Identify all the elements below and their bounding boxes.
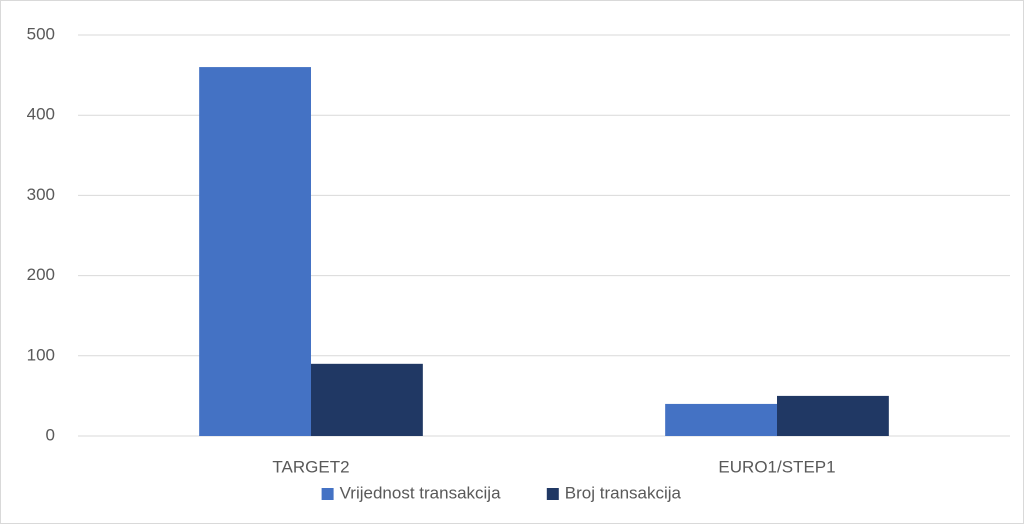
legend-label: Broj transakcija xyxy=(565,483,682,502)
y-tick-label: 200 xyxy=(27,265,55,284)
x-tick-label: EURO1/STEP1 xyxy=(718,457,835,476)
y-tick-label: 100 xyxy=(27,345,55,364)
y-tick-label: 300 xyxy=(27,185,55,204)
x-tick-label: TARGET2 xyxy=(272,457,349,476)
bar xyxy=(777,395,889,436)
bar xyxy=(311,363,423,436)
legend-label: Vrijednost transakcija xyxy=(340,483,501,502)
legend-swatch xyxy=(546,488,559,500)
legend-swatch xyxy=(321,488,334,500)
bar xyxy=(199,67,311,436)
y-tick-label: 400 xyxy=(27,105,55,124)
y-tick-label: 500 xyxy=(27,24,55,43)
y-tick-label: 0 xyxy=(46,425,55,444)
bar xyxy=(665,403,777,436)
